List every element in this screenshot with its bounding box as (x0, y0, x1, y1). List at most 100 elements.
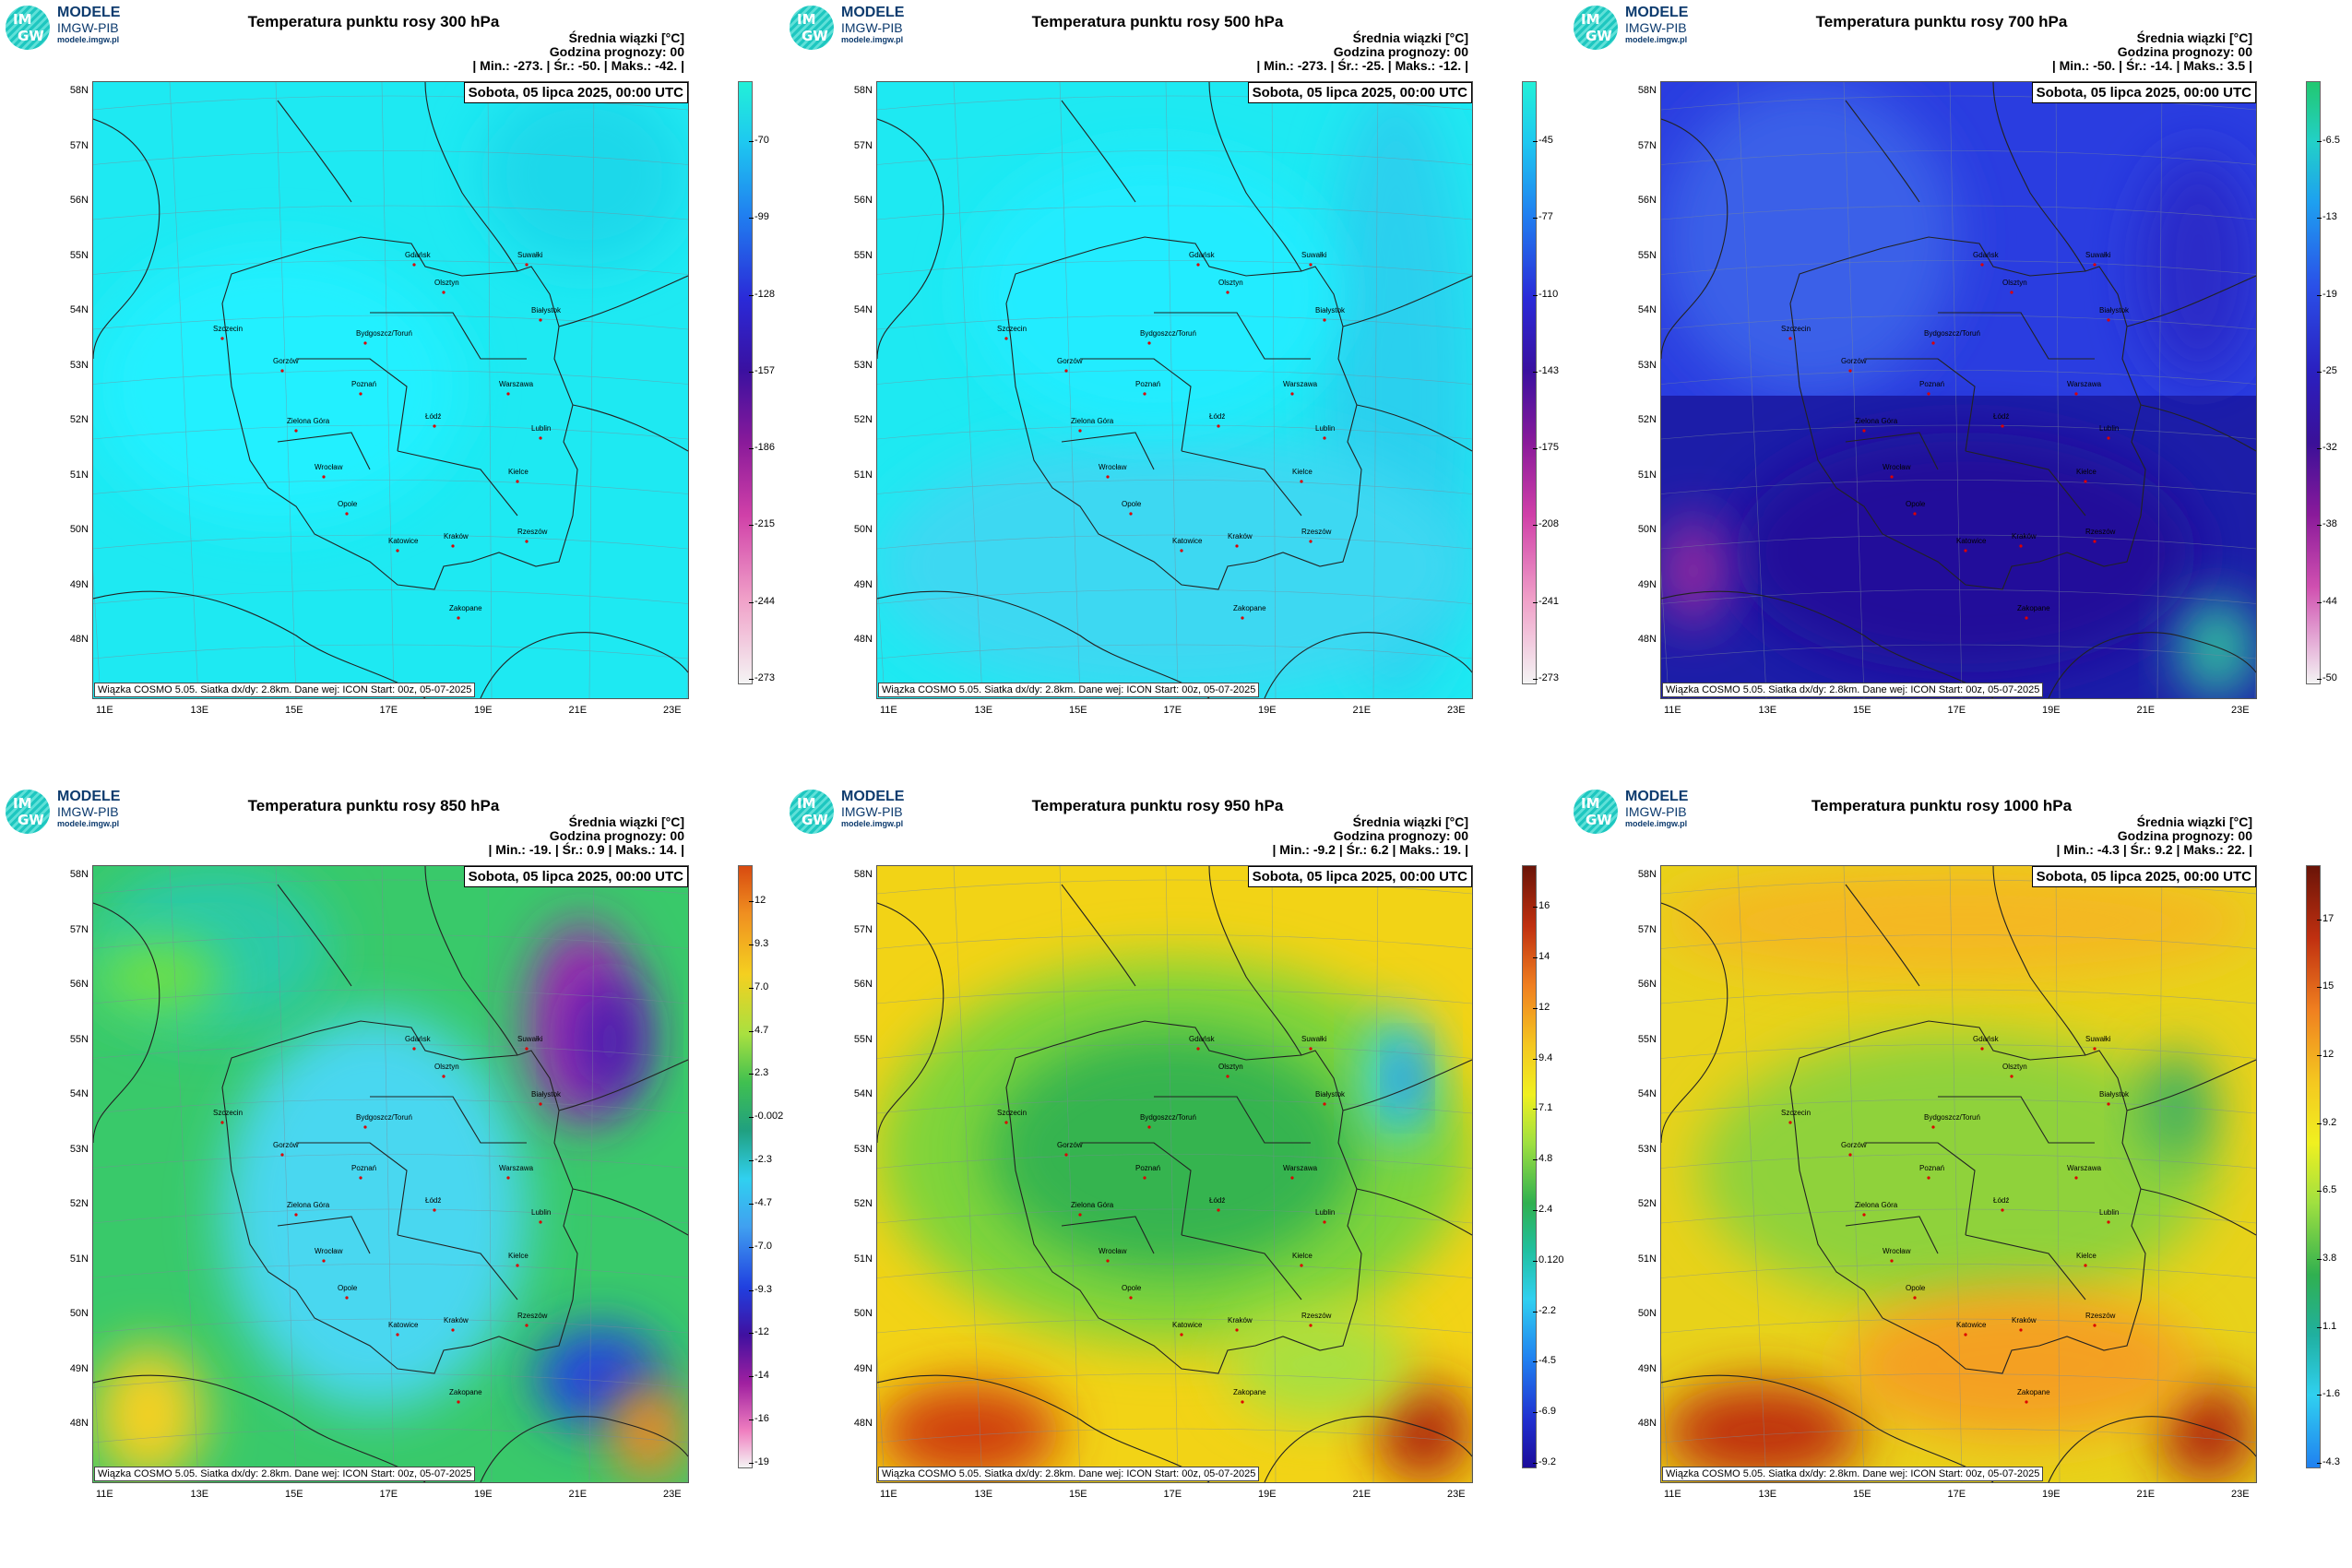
imgw-logo[interactable]: IM GW MODELE IMGW-PIB modele.imgw.pl (6, 4, 162, 50)
colorbar (738, 865, 753, 1468)
city-markers: Gdańsk Olsztyn Suwałki Szczecin Białystok Byd… (1781, 251, 2130, 620)
latitude-label: 57N (853, 923, 873, 935)
city-marker (1290, 392, 1294, 396)
longitude-label: 13E (1758, 1489, 1777, 1500)
city-label: Rzeszów (1301, 528, 1332, 536)
colorbar-tick: 4.8 (1532, 1153, 1553, 1165)
latitude-label: 52N (69, 414, 89, 425)
latitude-label: 54N (853, 304, 873, 315)
colorbar-tick: -16 (749, 1413, 769, 1425)
city-marker (280, 1153, 284, 1157)
city-label: Białystok (2099, 306, 2130, 315)
city-markers: Gdańsk Olsztyn Suwałki Szczecin Białystok Byd… (997, 1035, 1346, 1404)
city-marker (1890, 475, 1894, 479)
field-shade (2141, 1051, 2215, 1161)
imgw-logo[interactable]: IM GW MODELE IMGW-PIB modele.imgw.pl (790, 4, 946, 50)
city-label: Poznań (1135, 380, 1160, 388)
city-label: Szczecin (213, 1109, 243, 1117)
city-marker (1143, 1176, 1146, 1180)
city-markers: Gdańsk Olsztyn Suwałki Szczecin Białystok Byd… (997, 251, 1346, 620)
latitude-label: 56N (853, 195, 873, 206)
latitude-label: 50N (69, 1308, 89, 1319)
colorbar-tick: -6.9 (1533, 1406, 1556, 1418)
colorbar-tick: -19 (2317, 288, 2337, 300)
city-label: Suwałki (1301, 251, 1327, 259)
model-footer: Wiązka COSMO 5.05. Siatka dx/dy: 2.8km. … (878, 683, 1260, 697)
info-units: Średnia wiązki [°C] (1352, 30, 1468, 45)
imgw-logo[interactable]: IM GW MODELE IMGW-PIB modele.imgw.pl (1574, 788, 1730, 834)
city-label: Katowice (388, 1321, 419, 1329)
imgw-logo-icon: IM GW (6, 790, 50, 834)
latitude-label: 49N (1637, 578, 1657, 590)
latitude-label: 51N (1637, 469, 1657, 481)
city-marker (363, 1125, 367, 1129)
city-label: Warszawa (2067, 380, 2102, 388)
latitude-label: 50N (1637, 1308, 1657, 1319)
city-marker (2107, 1102, 2110, 1106)
city-marker (359, 392, 362, 396)
longitude-label: 11E (1664, 1489, 1681, 1500)
city-label: Poznań (1919, 380, 1944, 388)
city-marker (1078, 1213, 1082, 1217)
city-marker (2107, 436, 2110, 440)
city-label: Łódź (1993, 412, 2009, 421)
latitude-label: 50N (853, 524, 873, 535)
city-label: Katowice (1172, 1321, 1203, 1329)
field-shade (1846, 1290, 2196, 1438)
dewpoint-map[interactable]: Gdańsk Olsztyn Suwałki Szczecin Białystok Byd… (1660, 81, 2257, 699)
city-marker (1147, 1125, 1151, 1129)
colorbar (738, 81, 753, 684)
logo-mark-top: IM (1581, 795, 1600, 812)
dewpoint-map[interactable]: Gdańsk Olsztyn Suwałki Szczecin Białystok Byd… (92, 865, 689, 1483)
city-label: Łódź (1209, 412, 1225, 421)
city-marker (1078, 429, 1082, 433)
longitude-label: 11E (96, 705, 113, 716)
dewpoint-map[interactable]: Gdańsk Olsztyn Suwałki Szczecin Białystok Byd… (1660, 865, 2257, 1483)
latitude-label: 52N (69, 1198, 89, 1209)
field-shade (877, 433, 1472, 698)
city-marker (322, 1259, 326, 1263)
logo-line2: IMGW-PIB (841, 20, 903, 35)
colorbar-tick: -70 (749, 135, 769, 147)
dewpoint-map[interactable]: Gdańsk Olsztyn Suwałki Szczecin Białystok Byd… (876, 865, 1473, 1483)
info-stats: | Min.: -273. | Śr.: -50. | Maks.: -42. … (472, 58, 684, 73)
imgw-logo[interactable]: IM GW MODELE IMGW-PIB modele.imgw.pl (6, 788, 162, 834)
city-label: Opole (338, 1284, 358, 1292)
colorbar-tick: -77 (1533, 211, 1553, 223)
imgw-logo[interactable]: IM GW MODELE IMGW-PIB modele.imgw.pl (790, 788, 946, 834)
info-forecast-hour: Godzina prognozy: 00 (1333, 44, 1468, 59)
city-marker (1147, 341, 1151, 345)
city-label: Gdańsk (1189, 251, 1216, 259)
city-label: Szczecin (1781, 325, 1811, 333)
city-label: Szczecin (1781, 1109, 1811, 1117)
info-stats: | Min.: -50. | Śr.: -14. | Maks.: 3.5 | (2051, 58, 2252, 73)
city-label: Lublin (1315, 424, 1335, 433)
city-label: Olsztyn (434, 1063, 459, 1071)
logo-mark-bottom: GW (1586, 812, 1612, 828)
latitude-label: 55N (69, 249, 89, 261)
latitude-label: 53N (1637, 359, 1657, 371)
imgw-logo[interactable]: IM GW MODELE IMGW-PIB modele.imgw.pl (1574, 4, 1730, 50)
city-marker (539, 1220, 542, 1224)
longitude-label: 23E (1447, 705, 1466, 716)
info-forecast-hour: Godzina prognozy: 00 (1333, 828, 1468, 843)
dewpoint-map[interactable]: Gdańsk Olsztyn Suwałki Szczecin Białystok Byd… (92, 81, 689, 699)
city-label: Gdańsk (405, 251, 432, 259)
logo-line1: MODELE (1625, 5, 1689, 20)
latitude-label: 55N (853, 249, 873, 261)
colorbar-tick: -273 (748, 672, 776, 683)
latitude-label: 55N (69, 1033, 89, 1045)
longitude-label: 21E (568, 705, 588, 716)
city-label: Bydgoszcz/Toruń (356, 1113, 412, 1122)
city-marker (345, 1296, 349, 1300)
map-panel: IM GW MODELE IMGW-PIB modele.imgw.pl Temperat… (784, 0, 1568, 784)
city-marker (539, 318, 542, 322)
field-shade (1394, 1051, 1421, 1106)
forecast-info: Średnia wiązki [°C] Godzina prognozy: 00 |… (1272, 815, 1468, 857)
colorbar-tick: -4.7 (749, 1196, 772, 1208)
colorbar-tick: 7.0 (748, 980, 769, 992)
dewpoint-map[interactable]: Gdańsk Olsztyn Suwałki Szczecin Białystok Byd… (876, 81, 1473, 699)
field-shade (1661, 866, 2256, 977)
map-title: Temperatura punktu rosy 500 hPa (1031, 13, 1284, 30)
city-marker (457, 616, 460, 620)
